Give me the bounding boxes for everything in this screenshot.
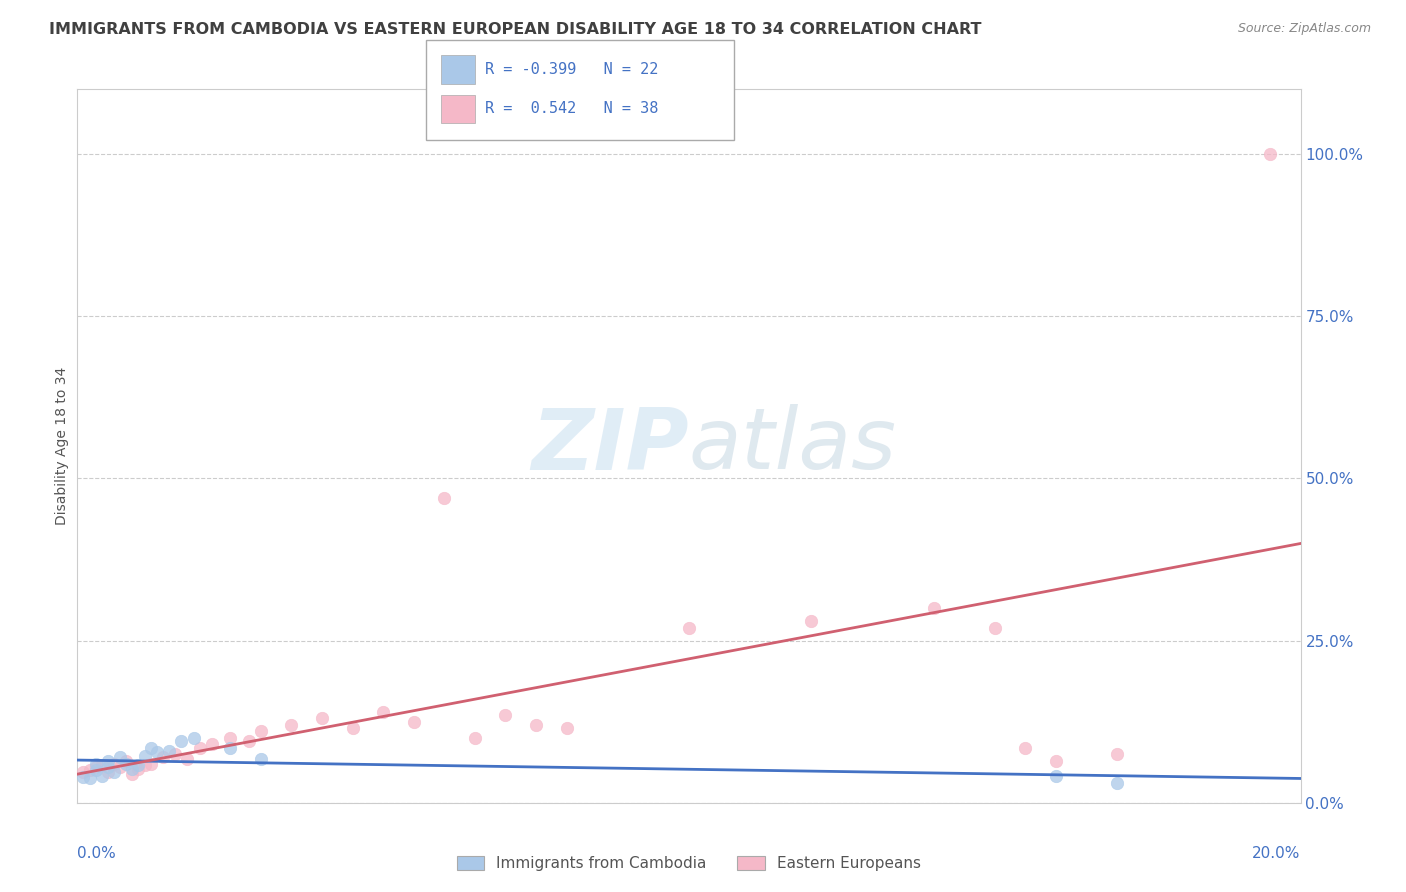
Point [464, 731, 486, 745]
Point [922, 601, 945, 615]
Point [121, 762, 143, 776]
Point [90, 768, 112, 782]
Text: R =  0.542   N = 38: R = 0.542 N = 38 [485, 102, 658, 116]
Point [139, 740, 162, 755]
Text: R = -0.399   N = 22: R = -0.399 N = 22 [485, 62, 658, 77]
Point [524, 718, 547, 732]
Text: atlas: atlas [689, 404, 897, 488]
Point [1045, 754, 1067, 768]
Point [165, 747, 187, 761]
Legend: Immigrants from Cambodia, Eastern Europeans: Immigrants from Cambodia, Eastern Europe… [451, 850, 927, 877]
Text: ZIP: ZIP [531, 404, 689, 488]
Point [146, 745, 169, 759]
Point [250, 724, 273, 739]
Point [188, 740, 211, 755]
Point [97, 764, 120, 779]
Point [97, 760, 120, 774]
Point [108, 760, 131, 774]
Point [219, 740, 242, 755]
Point [1014, 740, 1036, 755]
Text: 20.0%: 20.0% [1253, 846, 1301, 861]
Point [103, 756, 125, 771]
Point [433, 491, 456, 505]
Point [1107, 776, 1129, 790]
Point [134, 749, 156, 764]
Point [79, 771, 101, 785]
Text: 0.0%: 0.0% [77, 846, 117, 861]
Point [280, 718, 302, 732]
Point [108, 750, 131, 764]
Point [984, 621, 1007, 635]
Point [115, 756, 138, 771]
Point [1045, 768, 1067, 782]
Point [170, 734, 193, 748]
Point [250, 752, 273, 766]
Point [495, 708, 517, 723]
Point [219, 731, 242, 745]
Point [152, 750, 174, 764]
Point [1258, 147, 1281, 161]
Point [72, 770, 94, 784]
Point [115, 754, 138, 768]
Point [90, 758, 112, 772]
Text: Source: ZipAtlas.com: Source: ZipAtlas.com [1237, 22, 1371, 36]
Point [134, 758, 156, 772]
Point [1107, 747, 1129, 761]
Point [238, 734, 260, 748]
Point [84, 756, 107, 771]
Point [555, 721, 578, 735]
Point [157, 744, 180, 758]
Point [183, 731, 205, 745]
Point [128, 762, 150, 776]
Point [678, 621, 700, 635]
Text: IMMIGRANTS FROM CAMBODIA VS EASTERN EUROPEAN DISABILITY AGE 18 TO 34 CORRELATION: IMMIGRANTS FROM CAMBODIA VS EASTERN EURO… [49, 22, 981, 37]
Point [121, 766, 143, 780]
Point [97, 754, 120, 768]
Point [311, 711, 333, 725]
Point [371, 705, 394, 719]
Point [201, 738, 224, 752]
Point [84, 760, 107, 774]
Point [342, 721, 364, 735]
Point [79, 764, 101, 778]
Point [72, 764, 94, 779]
Point [103, 764, 125, 779]
Point [139, 756, 162, 771]
Point [128, 758, 150, 772]
Point [176, 752, 198, 766]
Point [402, 714, 425, 729]
Point [800, 614, 823, 628]
Point [84, 764, 107, 778]
Y-axis label: Disability Age 18 to 34: Disability Age 18 to 34 [55, 367, 69, 525]
